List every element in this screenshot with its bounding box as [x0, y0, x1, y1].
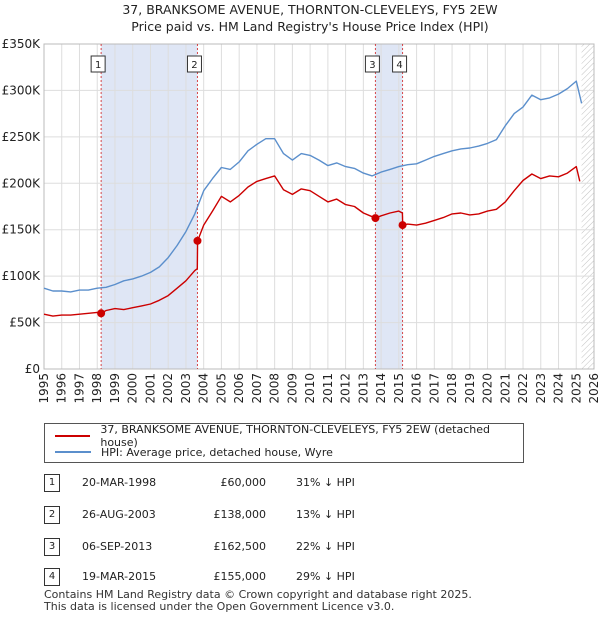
legend-item-hpi: HPI: Average price, detached house, Wyre: [55, 445, 333, 459]
sale-marker-label: 1: [95, 60, 101, 71]
x-tick-label: 2007: [250, 373, 264, 404]
sale-marker-box: [186, 55, 202, 73]
sale-marker-badge-3: 3: [364, 55, 380, 73]
y-tick-label: £100K: [2, 269, 42, 283]
x-tick-label: 2021: [498, 373, 512, 404]
sale-point-2: [193, 236, 202, 245]
x-tick-label: 2005: [214, 373, 228, 404]
forecast-hatch-region: [581, 44, 594, 369]
x-tick-label: 2014: [374, 373, 388, 404]
chart-subtitle: Price paid vs. HM Land Registry's House …: [131, 19, 488, 34]
x-tick-label: 2012: [339, 373, 353, 404]
footer-line-licence: This data is licensed under the Open Gov…: [44, 600, 395, 613]
property-line-swatch: [55, 435, 91, 437]
x-tick-label: 2009: [285, 373, 299, 404]
x-tick-label: 2008: [268, 373, 282, 404]
legend-item-property: 37, BRANKSOME AVENUE, THORNTON-CLEVELEYS…: [55, 423, 523, 449]
x-tick-label: 2004: [197, 373, 211, 404]
hpi-series-line: [43, 80, 583, 293]
transaction-hpi-diff: 29% ↓ HPI: [296, 570, 355, 583]
x-tick-label: 2011: [321, 373, 335, 404]
x-tick-label: 1995: [37, 373, 51, 404]
sale-point-1: [97, 309, 106, 318]
y-tick-label: £50K: [9, 316, 41, 330]
x-tick-label: 2006: [232, 373, 246, 404]
x-tick-label: 2017: [427, 373, 441, 404]
y-tick-label: £300K: [2, 83, 42, 97]
ownership-period-band-1: [101, 44, 198, 369]
x-tick-label: 2026: [587, 373, 600, 404]
table-row: 4 19-MAR-2015 £155,000 29% ↓ HPI: [44, 568, 404, 586]
legend-hpi-label: HPI: Average price, detached house, Wyre: [101, 445, 333, 459]
y-tick-label: £150K: [2, 223, 42, 237]
sale-marker-box: [90, 55, 106, 73]
x-tick-label: 2001: [143, 373, 157, 404]
sale-point-3: [371, 214, 380, 223]
transaction-number-badge: 1: [44, 474, 60, 492]
y-tick-label: £0: [25, 362, 40, 376]
x-tick-label: 1999: [108, 373, 122, 404]
y-tick-label: £250K: [2, 130, 42, 144]
transaction-number-badge: 2: [44, 506, 60, 524]
hpi-line-swatch: [55, 451, 91, 453]
transaction-price: £155,000: [213, 570, 267, 583]
transaction-date: 19-MAR-2015: [82, 570, 157, 583]
transaction-hpi-diff: 13% ↓ HPI: [296, 508, 355, 521]
x-tick-label: 1996: [55, 373, 69, 404]
sale-marker-badge-2: 2: [186, 55, 202, 73]
table-row: 1 20-MAR-1998 £60,000 31% ↓ HPI: [44, 474, 404, 492]
x-tick-label: 2003: [179, 373, 193, 404]
ownership-period-band-2: [375, 44, 403, 369]
x-tick-label: 2025: [569, 373, 583, 404]
x-tick-label: 2015: [392, 373, 406, 404]
table-row: 3 06-SEP-2013 £162,500 22% ↓ HPI: [44, 538, 404, 556]
transaction-date: 26-AUG-2003: [82, 508, 156, 521]
footer-line-copyright: Contains HM Land Registry data © Crown c…: [44, 588, 472, 601]
transaction-price: £162,500: [213, 540, 267, 553]
x-tick-label: 1998: [90, 373, 104, 404]
x-tick-label: 2000: [126, 373, 140, 404]
x-tick-label: 1997: [72, 373, 86, 404]
x-tick-label: 2024: [552, 373, 566, 404]
transaction-number-badge: 3: [44, 538, 60, 556]
sale-marker-badge-1: 1: [90, 55, 106, 73]
table-row: 2 26-AUG-2003 £138,000 13% ↓ HPI: [44, 506, 404, 524]
x-tick-label: 2022: [516, 373, 530, 404]
x-tick-label: 2002: [161, 373, 175, 404]
legend: 37, BRANKSOME AVENUE, THORNTON-CLEVELEYS…: [44, 423, 524, 463]
transaction-date: 20-MAR-1998: [82, 476, 157, 489]
transaction-price: £60,000: [220, 476, 267, 489]
plot-frame: [43, 43, 595, 370]
sale-marker-badge-4: 4: [392, 55, 408, 73]
sale-point-4: [398, 221, 407, 230]
transaction-price: £138,000: [213, 508, 267, 521]
transaction-hpi-diff: 22% ↓ HPI: [296, 540, 355, 553]
x-tick-label: 2013: [356, 373, 370, 404]
legend-property-label: 37, BRANKSOME AVENUE, THORNTON-CLEVELEYS…: [100, 423, 490, 449]
x-tick-label: 2023: [534, 373, 548, 404]
property-series-line: [43, 165, 581, 317]
sale-marker-box: [364, 55, 380, 73]
transaction-date: 06-SEP-2013: [82, 540, 153, 553]
footer-attribution: Contains HM Land Registry data © Crown c…: [44, 589, 472, 613]
transaction-number-badge: 4: [44, 568, 60, 586]
x-tick-label: 2020: [481, 373, 495, 404]
transaction-hpi-diff: 31% ↓ HPI: [296, 476, 355, 489]
sale-marker-label: 3: [369, 60, 375, 71]
x-tick-label: 2010: [303, 373, 317, 404]
price-chart: 37, BRANKSOME AVENUE, THORNTON-CLEVELEYS…: [2, 2, 600, 404]
x-tick-label: 2019: [463, 373, 477, 404]
x-tick-label: 2016: [410, 373, 424, 404]
y-tick-label: £350K: [2, 37, 42, 51]
y-tick-label: £200K: [2, 176, 42, 190]
sale-marker-box: [392, 55, 408, 73]
sale-marker-label: 2: [191, 60, 197, 71]
chart-title: 37, BRANKSOME AVENUE, THORNTON-CLEVELEYS…: [122, 2, 497, 17]
x-tick-label: 2018: [445, 373, 459, 404]
sale-marker-label: 4: [396, 60, 402, 71]
